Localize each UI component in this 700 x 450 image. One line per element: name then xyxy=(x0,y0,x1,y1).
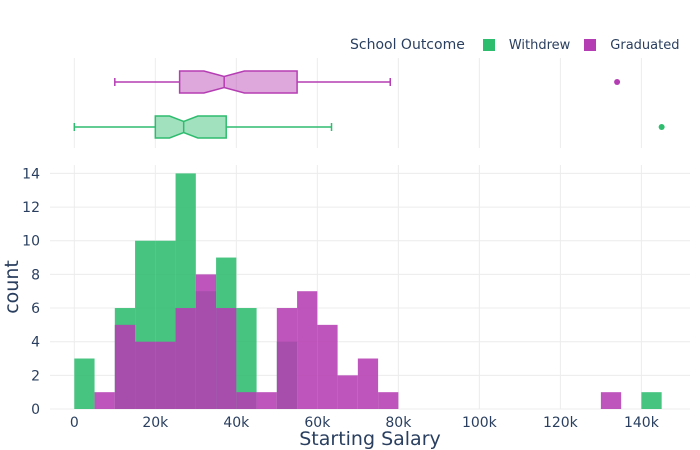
y-tick-label: 0 xyxy=(31,402,40,418)
histogram-bar-withdrew xyxy=(74,358,95,409)
x-tick-label: 40k xyxy=(223,415,250,431)
x-tick-label: 20k xyxy=(142,415,169,431)
x-tick-label: 140k xyxy=(624,415,660,431)
legend-label-withdrew: Withdrew xyxy=(508,37,571,53)
histogram-bar-graduated xyxy=(216,308,237,409)
histogram-bar-graduated xyxy=(317,324,338,409)
histogram-bar-graduated xyxy=(135,341,156,409)
outlier-point-graduated xyxy=(614,79,621,85)
histogram-bar-graduated xyxy=(236,392,257,409)
y-tick-label: 4 xyxy=(31,335,40,351)
legend-title: School Outcome xyxy=(350,37,465,53)
histogram-bar-graduated xyxy=(256,392,277,409)
histogram-bar-graduated xyxy=(195,274,217,409)
x-axis-title: Starting Salary xyxy=(299,428,441,450)
histogram-bar-graduated xyxy=(175,308,196,409)
legend-swatch-graduated xyxy=(584,39,597,51)
outlier-point-withdrew xyxy=(658,124,665,130)
y-tick-label: 6 xyxy=(31,301,40,317)
histogram-bar-graduated xyxy=(94,392,115,409)
legend-item-graduated[interactable]: Graduated xyxy=(584,37,680,53)
legend-label-graduated: Graduated xyxy=(610,37,680,53)
histogram-bar-graduated xyxy=(357,358,379,409)
y-tick-label: 8 xyxy=(31,267,40,283)
histogram-bar-graduated xyxy=(600,392,622,409)
histogram-bar-graduated xyxy=(114,324,136,409)
y-tick-label: 12 xyxy=(22,200,40,216)
x-tick-label: 100k xyxy=(462,415,498,431)
box-graduated xyxy=(178,70,298,94)
histogram-bar-graduated xyxy=(378,392,399,409)
histogram-bar-graduated xyxy=(337,375,358,409)
histogram-bar-graduated xyxy=(297,291,318,409)
x-tick-label: 80k xyxy=(385,415,412,431)
x-tick-label: 120k xyxy=(543,415,579,431)
histogram-bar-withdrew xyxy=(236,308,257,409)
histogram-bar-graduated xyxy=(155,341,176,409)
legend: School Outcome Withdrew Graduated xyxy=(350,34,680,56)
legend-item-withdrew[interactable]: Withdrew xyxy=(482,37,571,53)
y-axis-title: count xyxy=(1,260,23,314)
histogram-bar-withdrew xyxy=(641,392,662,409)
legend-swatch-withdrew xyxy=(482,39,495,51)
histogram-bar-graduated xyxy=(276,308,298,409)
x-tick-label: 60k xyxy=(304,415,331,431)
box-withdrew xyxy=(154,115,227,139)
y-tick-label: 2 xyxy=(31,368,40,384)
x-tick-label: 0 xyxy=(70,415,79,431)
y-tick-label: 14 xyxy=(22,166,40,182)
y-tick-label: 10 xyxy=(22,234,40,250)
